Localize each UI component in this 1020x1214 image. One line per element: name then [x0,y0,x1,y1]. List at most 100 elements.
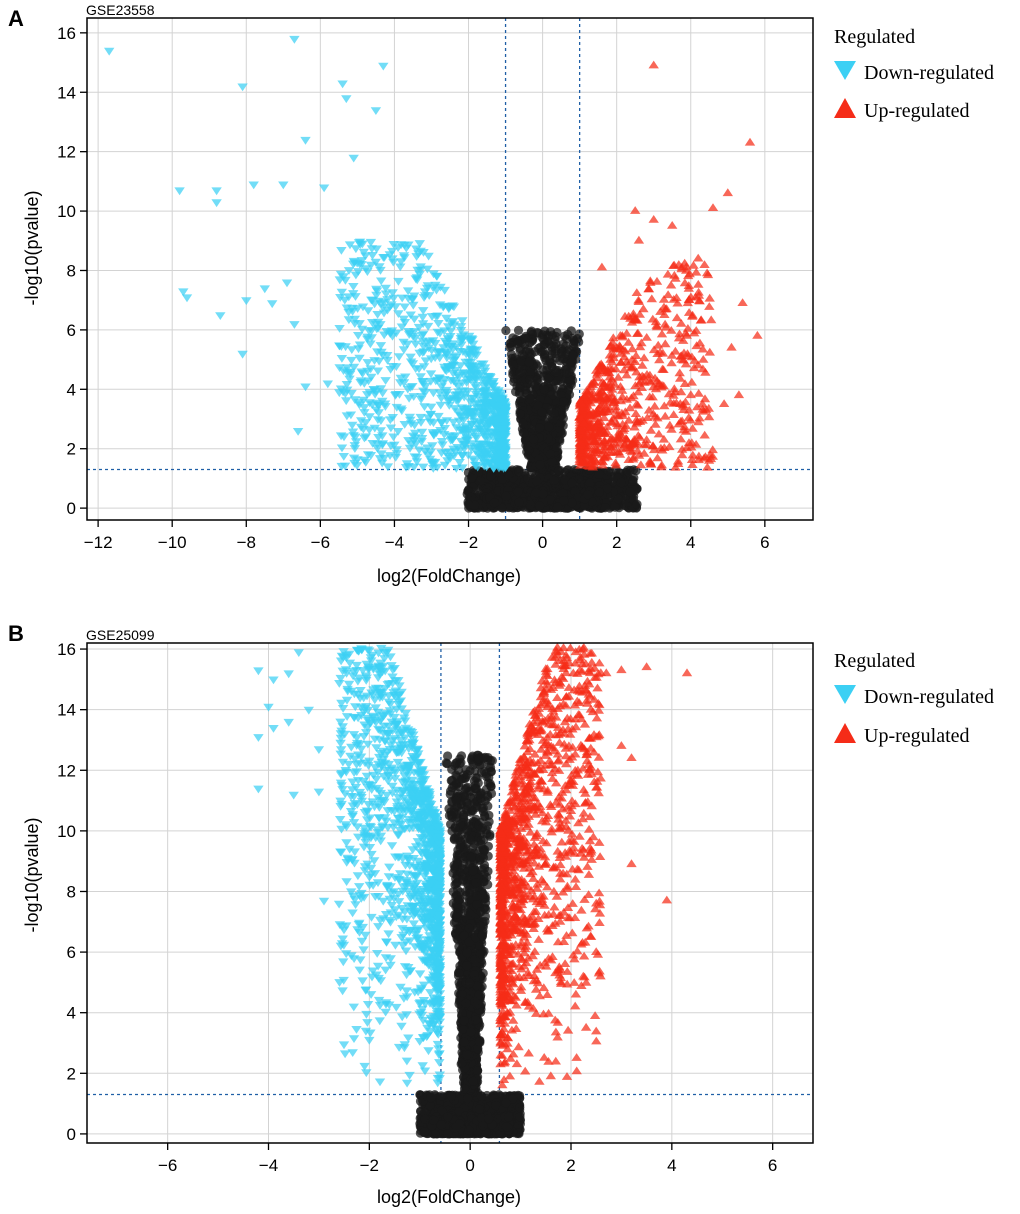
down-regulated-point [380,377,391,385]
up-regulated-point [669,384,680,393]
ns-point [549,408,559,418]
up-regulated-point [744,137,756,146]
ns-point [513,487,523,497]
up-regulated-point [722,188,733,197]
up-regulated-point [660,339,671,348]
down-regulated-point [289,321,300,329]
down-regulated-point [426,403,437,412]
y-tick-label: 6 [67,321,76,340]
x-tick-label: 6 [760,533,769,552]
ns-point [524,357,534,367]
ns-point [472,773,482,783]
panel-a-y-axis-label: -log10(pvalue) [22,190,42,305]
up-regulated-point [652,453,663,462]
ns-point [525,375,535,385]
ns-point [569,339,579,349]
up-regulated-point [656,329,668,338]
down-regulated-point [393,353,405,361]
up-regulated-point [659,319,671,328]
ns-point [518,418,528,429]
ns-point [548,390,558,400]
ns-point [594,487,604,497]
ns-point [631,466,641,476]
up-regulated-point [651,276,663,285]
down-regulated-point [399,421,410,429]
x-tick-label: −2 [459,533,478,552]
panel-a-up-regulated-points [574,60,763,471]
ns-point [553,466,564,476]
down-regulated-point [259,285,270,294]
ns-point [559,496,569,506]
ns-point [451,758,461,769]
down-regulated-point [438,379,449,388]
down-regulated-point [181,294,193,303]
down-regulated-point [376,277,387,286]
down-regulated-point [433,320,444,328]
panel-a-x-axis-ticks: −12 −10 −8 −6 −4 −2 0 2 4 6 [84,520,770,552]
up-regulated-point [702,462,713,471]
panel-a-plot-frame [86,17,814,521]
up-regulated-point [683,413,694,421]
up-regulated-point [649,401,660,410]
up-regulated-point [718,399,730,407]
down-regulated-point [241,297,252,306]
ns-point [532,327,542,338]
up-regulated-point [698,355,709,363]
ns-point [600,503,610,513]
panel-a-x-axis-label: log2(FoldChange) [377,566,521,586]
down-regulated-point [390,454,401,462]
ns-point [558,397,569,407]
up-regulated-point [668,410,679,418]
ns-point [489,498,499,508]
ns-point [543,374,553,384]
down-regulated-point [423,252,434,261]
ns-point [545,495,555,505]
down-regulated-point [300,136,311,145]
down-regulated-point [341,397,352,406]
ns-point [561,368,571,378]
ns-point [539,335,549,345]
ns-point [528,434,539,444]
ns-point [513,325,524,335]
ns-point [625,487,635,497]
ns-point [558,413,569,423]
up-regulated-point [648,60,659,69]
ns-point [508,370,518,380]
panel-a-legend-title: Regulated [834,26,915,48]
ns-point [463,499,473,509]
up-regulated-point [596,262,608,271]
down-regulated-point [408,301,419,310]
up-regulated-point [630,351,642,359]
down-regulated-point [337,80,348,89]
panel-a-legend-up-icon [834,98,856,118]
panel-a: A GSE23558 −12 −10 −8 −6 −4 −2 0 2 4 6 0246810121… [8,2,994,586]
down-regulated-point [350,271,362,280]
down-regulated-point [411,253,422,261]
down-regulated-point [338,453,349,461]
down-regulated-point [373,409,384,418]
up-regulated-point [707,203,719,211]
ns-point [532,375,542,385]
ns-point [610,502,620,512]
ns-point [501,326,511,336]
down-regulated-point [267,300,278,309]
ns-point [506,349,516,359]
up-regulated-point [666,358,677,367]
down-regulated-point [398,346,410,355]
up-regulated-point [631,288,642,296]
ns-point [531,488,541,498]
ns-point [567,357,577,367]
down-regulated-point [418,307,429,315]
up-regulated-point [737,298,748,306]
ns-point [558,488,568,499]
ns-point [544,422,554,432]
down-regulated-point [346,356,357,365]
ns-point [497,503,507,513]
ns-point [514,389,525,399]
ns-point [535,460,545,470]
ns-point [547,457,557,467]
ns-point [538,365,548,375]
ns-point [515,367,525,377]
down-regulated-point [354,354,365,363]
